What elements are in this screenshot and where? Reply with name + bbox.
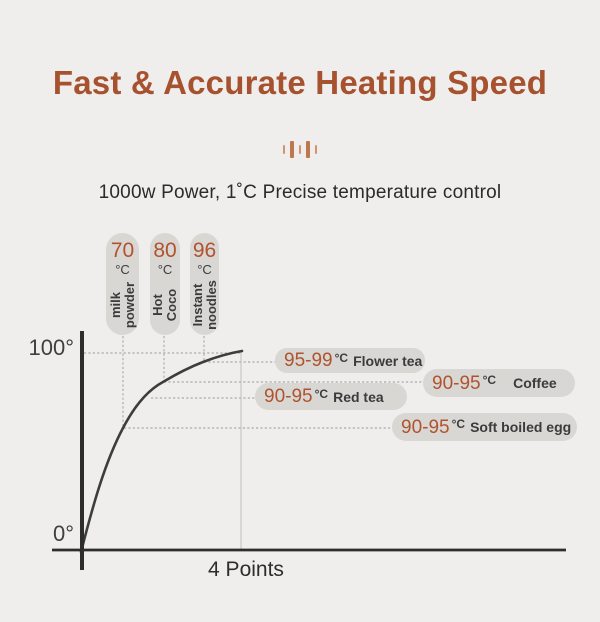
temp-range: 90-95 [432,372,481,394]
bar-short [315,144,317,154]
equalizer-bars-icon [0,135,600,163]
temp-range: 95-99 [284,350,333,371]
annotation-pill-red-tea: 90-95 °C Red tea [255,383,407,410]
page-subtitle: 1000w Power, 1˚C Precise temperature con… [98,182,502,203]
page-title: Fast & Accurate Heating Speed [52,64,548,101]
temp-value: 70 [110,239,135,262]
degree-unit: °C [314,386,329,401]
degree-unit: °C [451,417,466,431]
annotation-pill-flower-tea: 95-99 °C Flower tea [275,348,425,373]
y-tick-100: 100° [28,335,74,360]
item-label: Red tea [333,388,384,405]
temp-badge-hot-coco: 80 °C Hot Coco [150,233,180,335]
temp-value: 96 [192,239,217,262]
badge-label: Hot Coco [150,288,179,322]
degree-unit: °C [157,262,173,277]
bar-short [299,144,301,154]
heating-curve-path [79,349,244,554]
temp-range: 90-95 [264,386,313,407]
badge-label: milk powder [107,281,137,329]
annotation-pill-coffee: 90-95 °C Coffee [423,369,575,397]
bar-short [283,144,285,154]
degree-unit: °C [115,262,130,277]
annotation-pill-soft-boiled-egg: 90-95 °C Soft boiled egg [392,413,577,441]
degree-unit: °C [197,262,212,277]
item-label: Flower tea [353,352,423,369]
temp-badge-instant-noodles: 96 °C Instant noodles [190,233,219,335]
temp-badge-milk-powder: 70 °C milk powder [106,233,139,335]
degree-unit: °C [482,373,497,387]
item-label: Coffee [513,375,557,391]
degree-unit: °C [334,350,349,365]
item-label: Soft boiled egg [470,419,572,435]
bar-tall [306,140,310,158]
y-tick-0: 0° [52,521,74,546]
bar-tall [290,140,294,158]
badge-label: Instant noodles [189,280,219,330]
x-axis-label: 4 Points [208,558,284,581]
temp-range: 90-95 [401,416,450,438]
temp-value: 80 [153,239,177,262]
